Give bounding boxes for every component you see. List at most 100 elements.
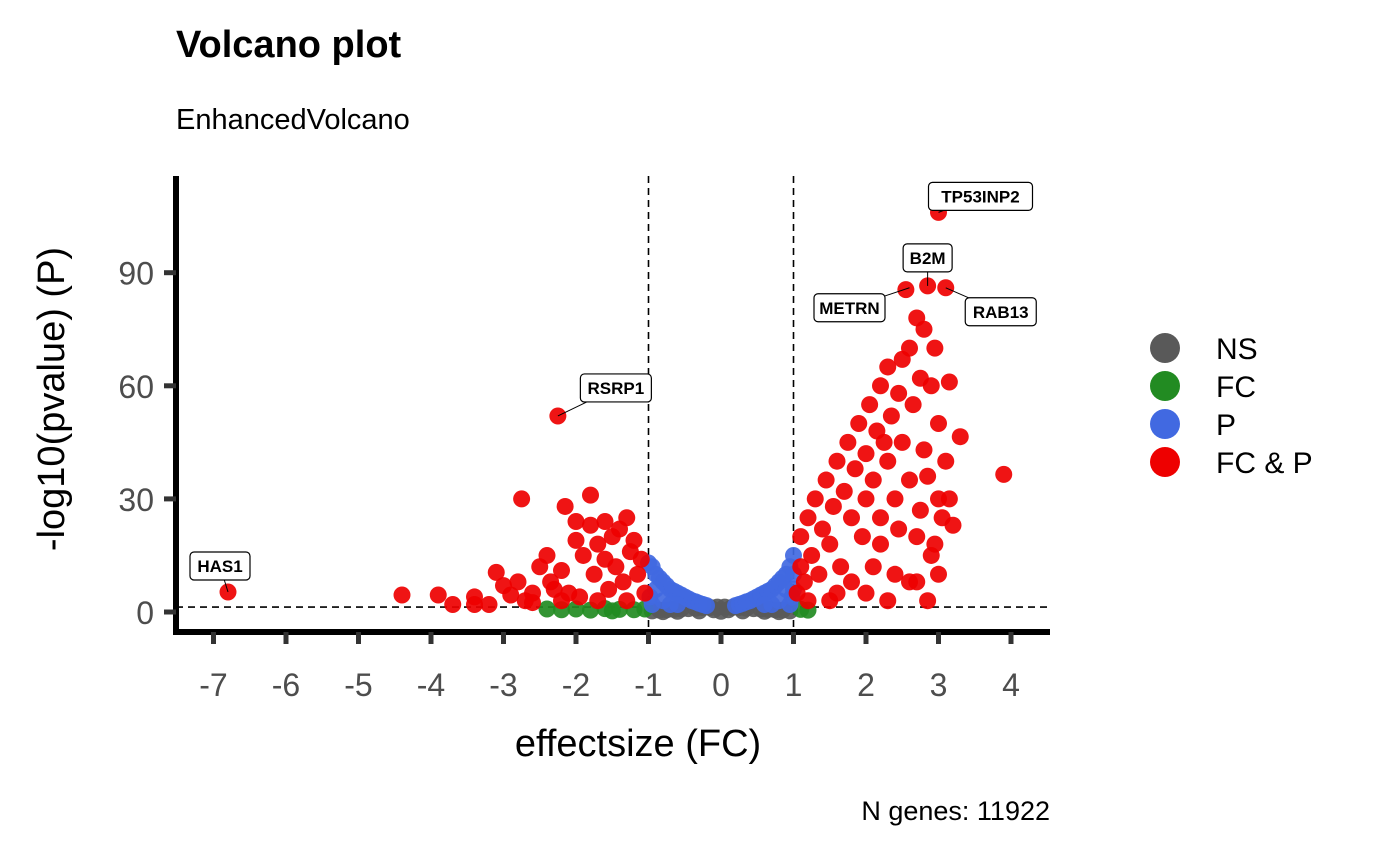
point-fc-p bbox=[911, 501, 929, 519]
point-fc-p bbox=[901, 471, 918, 489]
x-tick-label: 1 bbox=[785, 667, 803, 703]
point-fc-p bbox=[839, 433, 857, 451]
point-fc-p bbox=[509, 573, 527, 591]
label-box bbox=[813, 293, 886, 323]
point-fc-p bbox=[824, 497, 842, 515]
label-box bbox=[964, 297, 1037, 327]
point-fc-p bbox=[944, 516, 962, 534]
point-fc-p bbox=[571, 588, 589, 606]
chart-caption: N genes: 11922 bbox=[861, 796, 1050, 826]
chart-subtitle: EnhancedVolcano bbox=[176, 104, 410, 136]
point-fc-p bbox=[803, 546, 821, 564]
y-tick-label: 0 bbox=[136, 595, 154, 631]
point-fc-p bbox=[810, 565, 828, 583]
gene-labels: HAS1 RSRP1 TP53INP2 B2M METRN RAB13 bbox=[189, 181, 1037, 593]
point-fc-p bbox=[817, 471, 835, 489]
point-fc-p bbox=[879, 592, 897, 610]
point-fc-p bbox=[864, 471, 882, 489]
point-fc-p bbox=[901, 573, 918, 591]
axes: -7 -6 -5 -4 -3 -2 -1 0 1 2 3 4 0 30 60 90 bbox=[118, 176, 1050, 703]
point-fc-p bbox=[567, 531, 585, 549]
legend-label: FC bbox=[1216, 371, 1256, 404]
point-fc-p bbox=[857, 584, 875, 602]
point-fc-p bbox=[607, 558, 625, 576]
gene-label: HAS1 bbox=[197, 557, 242, 576]
point-fc-p bbox=[926, 339, 944, 357]
label-box bbox=[902, 243, 953, 273]
point-fc-p bbox=[843, 509, 860, 527]
point-fc-p bbox=[393, 586, 411, 604]
point-fc-p bbox=[502, 586, 520, 604]
point-fc-p bbox=[553, 592, 570, 610]
x-tick-label: 2 bbox=[857, 667, 875, 703]
point-fc-p bbox=[879, 358, 897, 376]
gene-label: RSRP1 bbox=[588, 379, 645, 398]
point-fc-p bbox=[429, 586, 447, 604]
point-fc-p bbox=[915, 441, 933, 459]
point-fc-p bbox=[806, 490, 824, 508]
data-points bbox=[219, 203, 1013, 621]
point-fc-p bbox=[890, 384, 908, 402]
legend-label: NS bbox=[1216, 333, 1258, 366]
label-box bbox=[927, 181, 1034, 211]
point-fc-p bbox=[922, 377, 940, 395]
point-fc-p bbox=[901, 339, 918, 357]
legend-key bbox=[1150, 371, 1180, 401]
point-fc-p bbox=[919, 592, 937, 610]
point-fc-p bbox=[940, 490, 958, 508]
legend-key bbox=[1150, 409, 1180, 439]
point-fc bbox=[538, 600, 556, 618]
point-fc bbox=[603, 602, 621, 620]
x-tick-label: -6 bbox=[272, 667, 300, 703]
point-fc-p bbox=[589, 592, 607, 610]
point-fc-p bbox=[625, 531, 643, 549]
y-tick-label: 60 bbox=[118, 369, 154, 405]
label-box bbox=[189, 551, 251, 581]
point-fc-p bbox=[629, 565, 647, 583]
point-fc-p bbox=[556, 497, 574, 515]
y-axis-title: -log10(pvalue) (P) bbox=[31, 247, 73, 551]
point-p bbox=[669, 595, 686, 613]
point-fc-p bbox=[444, 595, 462, 613]
point-fc-p bbox=[890, 520, 908, 538]
point-fc-p bbox=[879, 452, 897, 470]
point-fc-p bbox=[893, 433, 911, 451]
point-fc-p bbox=[799, 592, 817, 610]
point-fc-p bbox=[864, 558, 882, 576]
point-fc-p bbox=[553, 562, 570, 580]
point-fc-p bbox=[915, 320, 933, 338]
legend-label: FC & P bbox=[1216, 447, 1313, 480]
gene-label: METRN bbox=[819, 299, 879, 318]
point-fc-p bbox=[466, 595, 483, 613]
x-tick-label: 0 bbox=[712, 667, 730, 703]
point-fc-p bbox=[853, 528, 871, 546]
point-fc-p bbox=[636, 584, 654, 602]
point-p bbox=[756, 595, 773, 613]
point-fc-p bbox=[632, 550, 650, 568]
point-fc-p bbox=[828, 584, 846, 602]
point-fc-p bbox=[574, 546, 592, 564]
x-tick-label: -2 bbox=[562, 667, 590, 703]
point-fc-p bbox=[850, 415, 868, 432]
x-tick-label: -4 bbox=[417, 667, 445, 703]
legend: NS FC P FC & P bbox=[1150, 333, 1313, 480]
point-fc-p bbox=[792, 558, 810, 576]
point-fc-p bbox=[940, 373, 958, 391]
point-fc-p bbox=[567, 513, 585, 531]
point-fc-p bbox=[861, 396, 879, 414]
point-fc-p bbox=[886, 565, 904, 583]
x-axis-title: effectsize (FC) bbox=[515, 723, 761, 765]
point-fc-p bbox=[814, 520, 831, 538]
point-fc-p bbox=[795, 573, 813, 591]
point-fc-p bbox=[904, 396, 922, 414]
point-fc-p bbox=[480, 595, 498, 613]
x-tick-label: -5 bbox=[344, 667, 372, 703]
point-fc-p bbox=[908, 528, 926, 546]
point-fc-p bbox=[872, 509, 889, 527]
point-fc-p bbox=[792, 528, 810, 546]
point-fc-p bbox=[843, 573, 860, 591]
legend-key bbox=[1150, 333, 1180, 363]
legend-label: P bbox=[1216, 409, 1236, 442]
point-fc-p bbox=[872, 377, 889, 395]
